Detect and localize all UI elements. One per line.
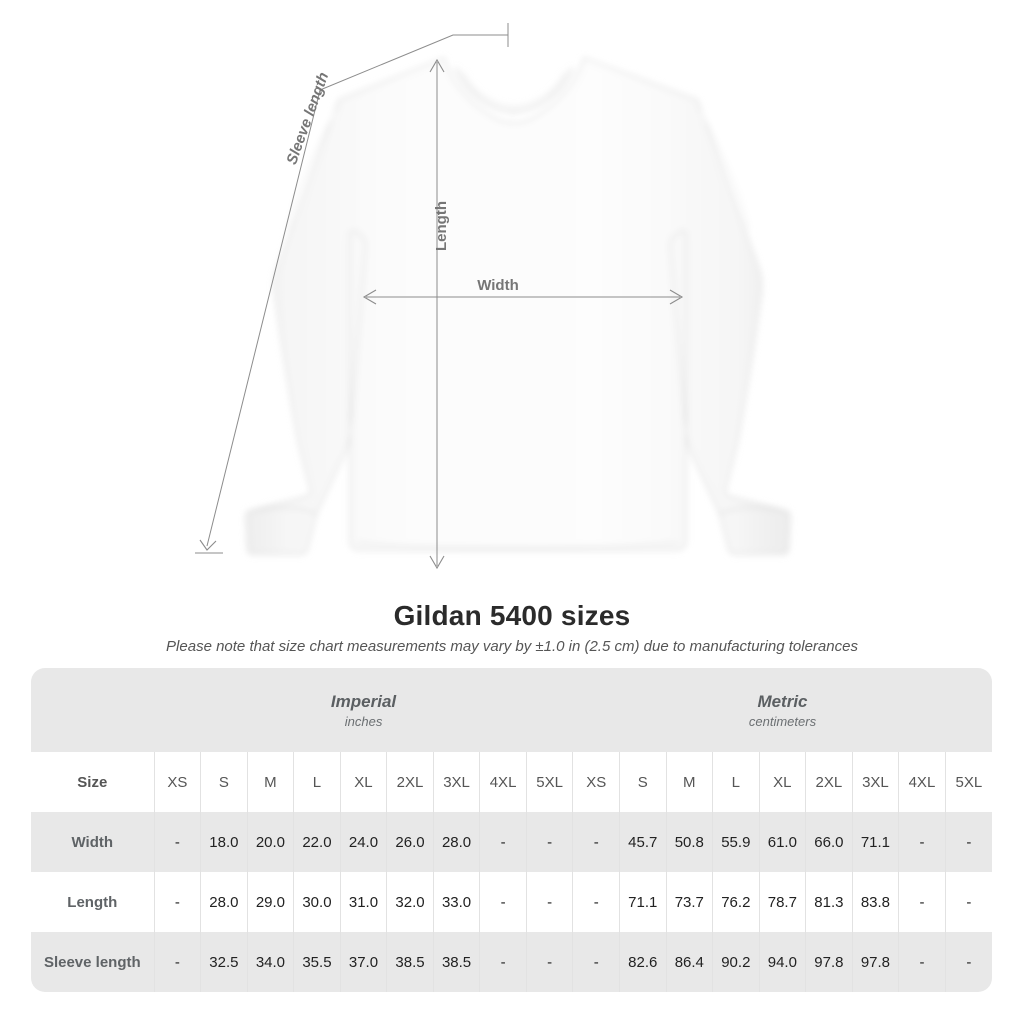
svg-text:Sleeve length: Sleeve length <box>283 70 332 167</box>
svg-text:Length: Length <box>433 201 450 251</box>
svg-text:Width: Width <box>477 277 519 294</box>
